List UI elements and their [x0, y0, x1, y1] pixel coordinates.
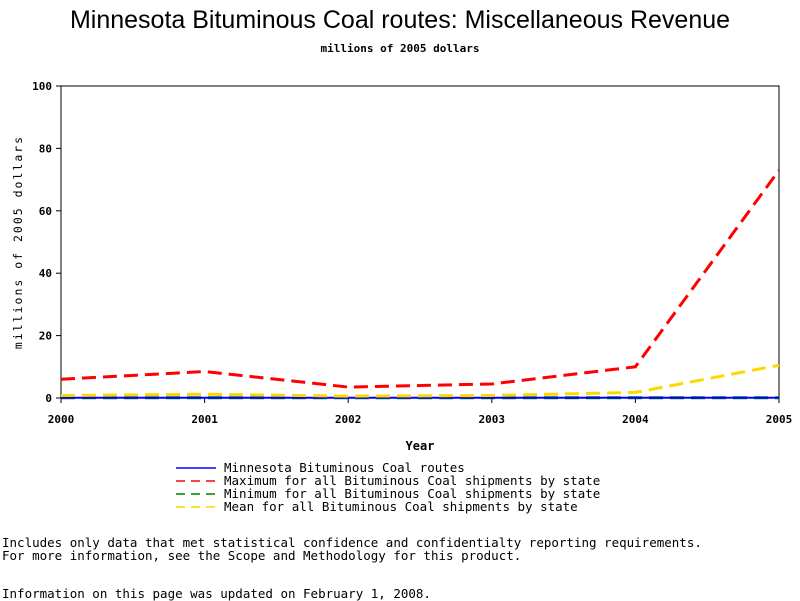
y-axis: 0 20 40 60 80 100	[32, 80, 61, 405]
chart-subtitle: millions of 2005 dollars	[320, 42, 480, 55]
y-tick-label: 100	[32, 80, 52, 93]
y-tick-label: 80	[39, 142, 52, 155]
footnote-line: Includes only data that met statistical …	[2, 535, 702, 550]
y-tick-label: 0	[45, 392, 52, 405]
series-line-2	[60, 169, 781, 389]
x-tick-label: 2005	[766, 413, 793, 426]
legend-label: Minimum for all Bituminous Coal shipment…	[224, 486, 600, 501]
legend-label: Minnesota Bituminous Coal routes	[224, 460, 465, 475]
x-axis-label: Year	[406, 439, 435, 453]
plot-area	[60, 85, 780, 399]
legend-label: Mean for all Bituminous Coal shipments b…	[224, 499, 578, 514]
line-chart: 0 20 40 60 80 100 2000 2001 2002 2003 2004 2005 mi…	[11, 80, 793, 514]
series-lines	[60, 169, 781, 400]
y-tick-label: 60	[39, 205, 52, 218]
updated-note: Information on this page was updated on …	[2, 586, 431, 601]
series-line-4	[60, 363, 780, 398]
legend: Minnesota Bituminous Coal routesMaximum …	[176, 460, 600, 514]
x-tick-label: 2004	[622, 413, 649, 426]
footnotes: Includes only data that met statistical …	[2, 536, 702, 562]
x-axis: 2000 2001 2002 2003 2004 2005	[48, 398, 793, 426]
y-axis-label: millions of 2005 dollars	[11, 135, 25, 349]
x-tick-label: 2001	[191, 413, 218, 426]
y-tick-label: 40	[39, 267, 52, 280]
x-tick-label: 2002	[335, 413, 362, 426]
x-tick-label: 2000	[48, 413, 75, 426]
x-tick-label: 2003	[479, 413, 506, 426]
legend-label: Maximum for all Bituminous Coal shipment…	[224, 473, 600, 488]
chart-title: Minnesota Bituminous Coal routes: Miscel…	[69, 6, 731, 34]
y-tick-label: 20	[39, 330, 52, 343]
footnote-line: For more information, see the Scope and …	[2, 548, 522, 563]
